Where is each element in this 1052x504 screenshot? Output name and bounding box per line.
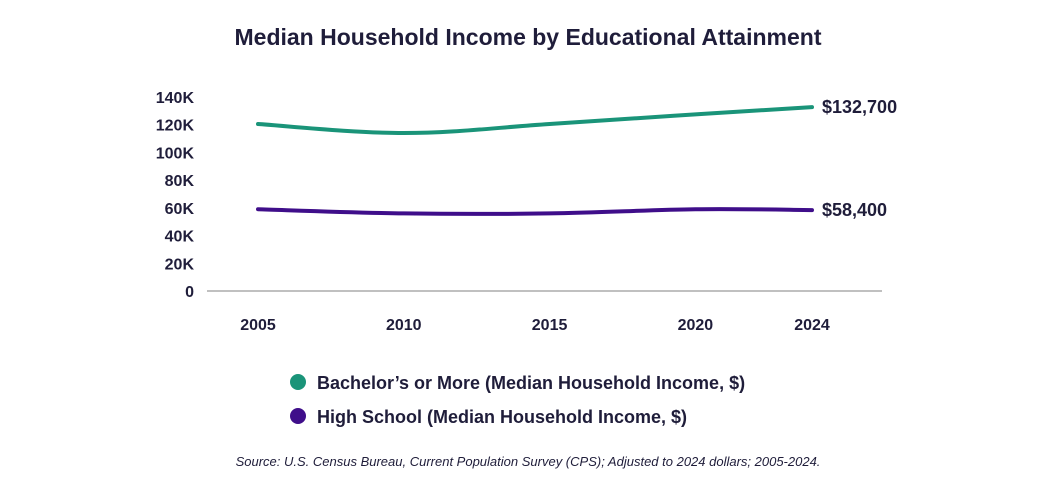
- series-end-label: $58,400: [822, 200, 887, 220]
- y-tick-label: 120K: [156, 118, 195, 135]
- chart-title: Median Household Income by Educational A…: [235, 24, 822, 50]
- y-tick-label: 0: [185, 284, 194, 301]
- x-axis-tick-labels: 2005 2010 2015 2020 2024: [240, 317, 830, 334]
- x-tick-label: 2010: [386, 317, 422, 334]
- legend-swatch: [290, 408, 306, 424]
- series-end-labels: $132,700 $58,400: [822, 97, 897, 220]
- legend-label: Bachelor’s or More (Median Household Inc…: [317, 373, 745, 393]
- legend-label: High School (Median Household Income, $): [317, 407, 687, 427]
- legend: Bachelor’s or More (Median Household Inc…: [290, 373, 745, 427]
- series-lines: [256, 105, 814, 216]
- y-tick-label: 40K: [165, 229, 195, 246]
- series-line-1: [256, 207, 814, 216]
- x-tick-label: 2024: [794, 317, 830, 334]
- y-tick-label: 80K: [165, 173, 195, 190]
- y-tick-label: 60K: [165, 201, 195, 218]
- y-tick-label: 100K: [156, 145, 195, 162]
- series-line-0: [256, 105, 814, 136]
- x-tick-label: 2020: [678, 317, 714, 334]
- y-tick-label: 140K: [156, 90, 195, 107]
- series-end-label: $132,700: [822, 97, 897, 117]
- y-axis-tick-labels: 0 20K 40K 60K 80K 100K 120K 140K: [156, 90, 195, 301]
- source-note: Source: U.S. Census Bureau, Current Popu…: [236, 454, 821, 469]
- x-tick-label: 2005: [240, 317, 276, 334]
- x-tick-label: 2015: [532, 317, 568, 334]
- y-tick-label: 20K: [165, 256, 195, 273]
- legend-swatch: [290, 374, 306, 390]
